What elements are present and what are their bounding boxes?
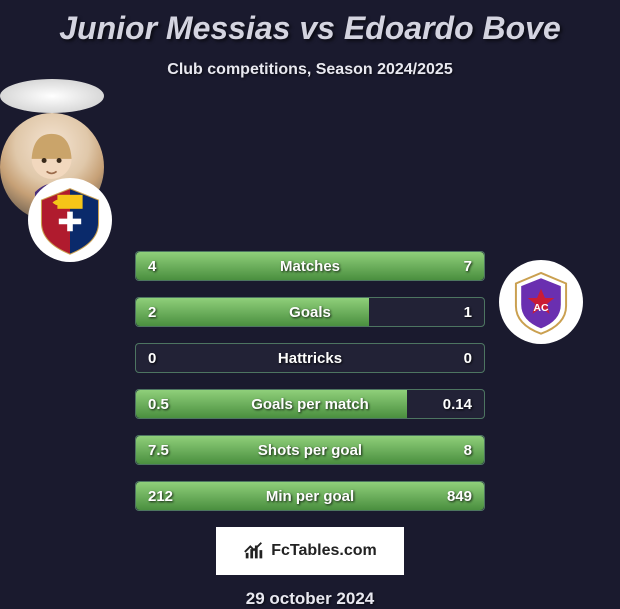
stat-value-right: 1 <box>464 304 472 321</box>
stats-comparison: 4 7 Matches 2 1 Goals 0 0 Hattricks 0.5 0.14 Goals … <box>0 251 620 511</box>
stat-value-left: 0.5 <box>148 396 169 413</box>
stat-value-left: 0 <box>148 350 156 367</box>
stat-label: Goals per match <box>251 396 369 413</box>
fctables-label: FcTables.com <box>271 542 377 560</box>
stat-label: Hattricks <box>278 350 342 367</box>
page-title: Junior Messias vs Edoardo Bove <box>0 0 620 47</box>
stat-label: Matches <box>280 258 340 275</box>
stat-row: 7.5 8 Shots per goal <box>135 435 485 465</box>
stat-label: Goals <box>289 304 331 321</box>
stat-value-left: 4 <box>148 258 156 275</box>
stat-value-right: 7 <box>464 258 472 275</box>
stat-label: Min per goal <box>266 488 354 505</box>
stat-value-right: 849 <box>447 488 472 505</box>
fctables-brand: FcTables.com <box>216 527 404 575</box>
stat-value-right: 0.14 <box>443 396 472 413</box>
stat-row: 2 1 Goals <box>135 297 485 327</box>
stat-row: 4 7 Matches <box>135 251 485 281</box>
subtitle: Club competitions, Season 2024/2025 <box>0 61 620 79</box>
date-label: 29 october 2024 <box>0 589 620 609</box>
stat-row: 0.5 0.14 Goals per match <box>135 389 485 419</box>
stat-fill-left <box>136 298 369 326</box>
stat-value-left: 2 <box>148 304 156 321</box>
stat-row: 0 0 Hattricks <box>135 343 485 373</box>
player-left-avatar <box>0 79 104 113</box>
stat-label: Shots per goal <box>258 442 362 459</box>
stat-value-right: 8 <box>464 442 472 459</box>
stat-value-left: 212 <box>148 488 173 505</box>
club-left-crest <box>28 178 112 262</box>
stat-value-left: 7.5 <box>148 442 169 459</box>
stat-value-right: 0 <box>464 350 472 367</box>
stat-row: 212 849 Min per goal <box>135 481 485 511</box>
